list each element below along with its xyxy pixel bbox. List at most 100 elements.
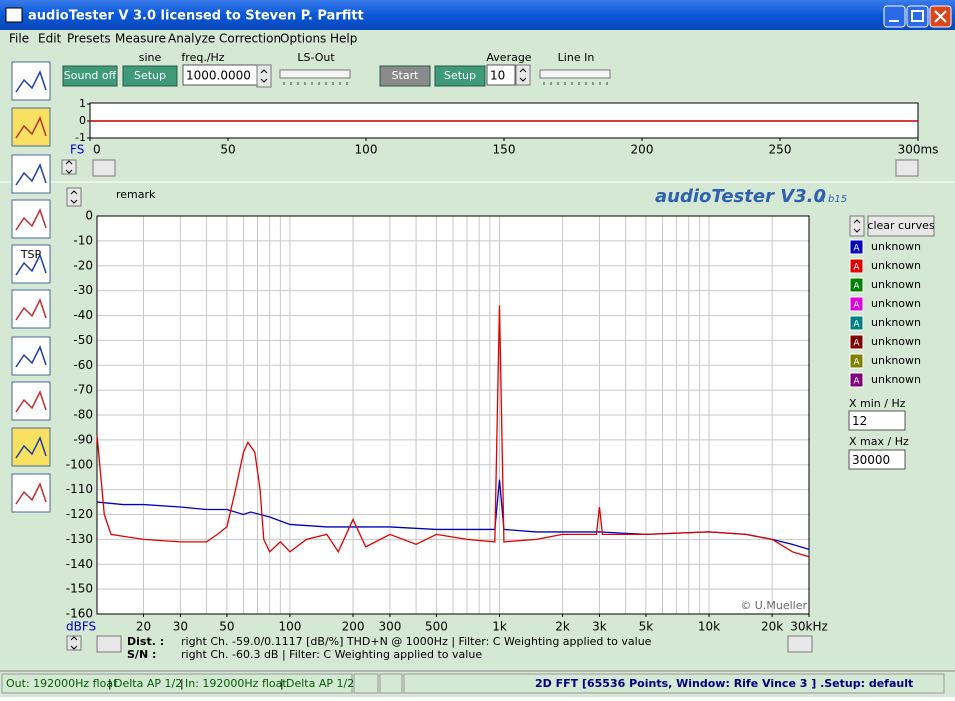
- menu-item[interactable]: Options: [280, 32, 326, 46]
- sound-off-button[interactable]: [62, 65, 118, 87]
- status-sep: |: [280, 677, 284, 690]
- clear-curves-button[interactable]: [867, 215, 935, 237]
- clear-curves-label: clear curves: [867, 219, 934, 232]
- setup-button[interactable]: [434, 65, 486, 87]
- legend-swatch[interactable]: [849, 334, 864, 350]
- spinner-arrows: [70, 190, 78, 204]
- legend-swatch[interactable]: [849, 296, 864, 312]
- nav-button[interactable]: [787, 635, 813, 653]
- tool-icon[interactable]: [11, 473, 51, 513]
- sn-value: right Ch. -60.3 dB | Filter: C Weighting…: [181, 648, 482, 661]
- x-tick-label: 5k: [639, 620, 654, 634]
- y-tick-label: -80: [73, 408, 93, 422]
- tsp-label: TSP: [20, 248, 42, 261]
- close-glyph: [934, 10, 947, 23]
- slider[interactable]: [279, 69, 351, 79]
- menu-item[interactable]: Help: [330, 32, 357, 46]
- maximize[interactable]: [906, 5, 929, 28]
- legend-label: unknown: [871, 240, 921, 253]
- brand-sub: A b15: [817, 194, 847, 205]
- label: Average: [486, 51, 531, 64]
- legend-swatch[interactable]: [849, 353, 864, 369]
- tool-icon[interactable]: [11, 199, 51, 239]
- status-panel: [379, 673, 403, 694]
- xmin-input[interactable]: [848, 410, 906, 431]
- xmax-input[interactable]: [848, 449, 906, 470]
- legend-label: unknown: [871, 297, 921, 310]
- tool-icon-glyph: [15, 436, 47, 459]
- tool-icon[interactable]: [11, 154, 51, 194]
- scope-x-tick-label: 250: [769, 143, 792, 157]
- spinner[interactable]: [256, 64, 272, 88]
- spinner[interactable]: [61, 159, 77, 175]
- menu-item[interactable]: Analyze: [168, 32, 215, 46]
- slider[interactable]: [539, 69, 611, 79]
- freq-input-value: 1000.0000: [186, 69, 251, 83]
- legend-label: unknown: [871, 354, 921, 367]
- spinner[interactable]: [66, 635, 82, 651]
- average-input[interactable]: [486, 64, 516, 86]
- legend-swatch[interactable]: [849, 315, 864, 331]
- scope-y-tick-label: -1: [75, 131, 86, 144]
- dist-value: right Ch. -59.0/0.1117 [dB/%] THD+N @ 10…: [181, 635, 652, 648]
- nav-button[interactable]: [96, 635, 122, 653]
- x-tick-label: 30kHz: [790, 620, 828, 634]
- status-out-mode: Delta AP 1/2: [114, 677, 182, 690]
- x-tick-label: 200: [342, 620, 365, 634]
- xmax-input-value: 30000: [852, 453, 890, 467]
- tool-icon-glyph: [15, 208, 47, 231]
- setup-button[interactable]: [122, 65, 178, 87]
- plot-frame: [96, 215, 810, 615]
- legend-swatch[interactable]: [849, 239, 864, 255]
- menu-item[interactable]: File: [9, 32, 29, 46]
- menu-item[interactable]: Edit: [38, 32, 62, 46]
- y-tick-label: 0: [85, 209, 93, 223]
- y-tick-label: -120: [66, 507, 93, 521]
- scope-y-tick-label: 1: [79, 97, 86, 110]
- xmin-label: X min / Hz: [849, 397, 906, 410]
- legend-swatch[interactable]: [849, 258, 864, 274]
- y-tick-label: -30: [73, 283, 93, 297]
- y-tick-label: -40: [73, 308, 93, 322]
- title-bar: [0, 0, 955, 30]
- tool-icon[interactable]: [11, 107, 51, 147]
- scope-x-tick-label: 300ms: [898, 143, 939, 157]
- setup-button-label: Setup: [134, 69, 166, 82]
- start-button[interactable]: [379, 65, 431, 87]
- tool-icon[interactable]: [11, 61, 51, 101]
- status-panel: [403, 673, 945, 694]
- spinner[interactable]: [849, 215, 865, 237]
- spinner[interactable]: [515, 64, 531, 86]
- menu-item[interactable]: Measure: [115, 32, 166, 46]
- tool-icon[interactable]: [11, 289, 51, 329]
- minimize[interactable]: [883, 5, 906, 28]
- menu-item[interactable]: Correction: [219, 32, 281, 46]
- y-axis-label: dBFS: [66, 620, 96, 634]
- y-tick-label: -10: [73, 233, 93, 247]
- status-in: In: 192000Hz float: [185, 677, 287, 690]
- copyright: © U.Mueller: [740, 599, 807, 612]
- x-tick-label: 10k: [698, 620, 720, 634]
- y-tick-label: -130: [66, 532, 93, 546]
- tool-icon-glyph: [15, 298, 47, 321]
- spinner-arrows: [70, 636, 78, 650]
- legend-label: unknown: [871, 335, 921, 348]
- tool-icon-glyph: [15, 390, 47, 413]
- menu-item[interactable]: Presets: [67, 32, 111, 46]
- nav-button[interactable]: [895, 159, 919, 177]
- tool-icon[interactable]: [11, 381, 51, 421]
- status-out: Out: 192000Hz float: [6, 677, 118, 690]
- tool-icon[interactable]: [11, 427, 51, 467]
- nav-button[interactable]: [92, 159, 116, 177]
- tool-icon[interactable]: [11, 336, 51, 376]
- legend-swatch[interactable]: [849, 372, 864, 388]
- scope-x-tick-label: 150: [493, 143, 516, 157]
- y-tick-label: -50: [73, 333, 93, 347]
- legend-swatch[interactable]: [849, 277, 864, 293]
- tool-icon-glyph: [15, 116, 47, 139]
- y-tick-label: -90: [73, 432, 93, 446]
- scope-x-tick-label: 50: [220, 143, 235, 157]
- legend-glyph: A: [853, 282, 860, 292]
- spinner[interactable]: [66, 187, 82, 207]
- legend-label: unknown: [871, 259, 921, 272]
